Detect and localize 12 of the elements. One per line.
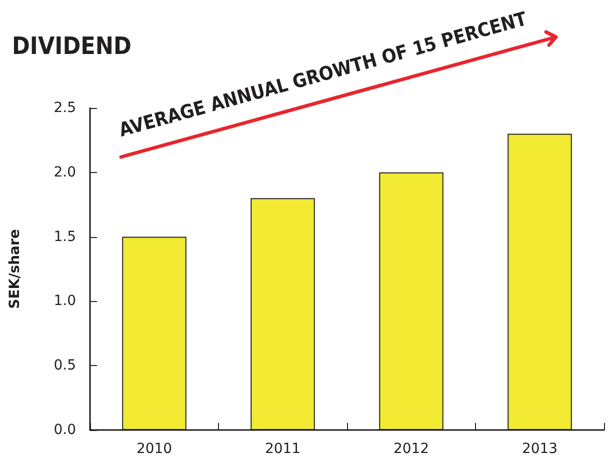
x-tick-label: 2011	[264, 441, 301, 457]
x-tick-label: 2012	[393, 441, 430, 457]
y-tick-label: 1.0	[54, 293, 76, 310]
y-tick-label: 2.0	[54, 164, 76, 180]
y-tick-label: 0.0	[54, 422, 76, 438]
chart-title: DIVIDEND	[12, 32, 132, 60]
y-tick-label: 1.5	[54, 228, 76, 245]
x-tick-label: 2013	[522, 441, 558, 457]
y-axis-title: SEK/share	[7, 229, 23, 309]
y-tick-label: 2.5	[54, 100, 76, 116]
y-tick-label: 0.5	[54, 358, 76, 374]
x-tick-label: 2010	[136, 441, 172, 457]
